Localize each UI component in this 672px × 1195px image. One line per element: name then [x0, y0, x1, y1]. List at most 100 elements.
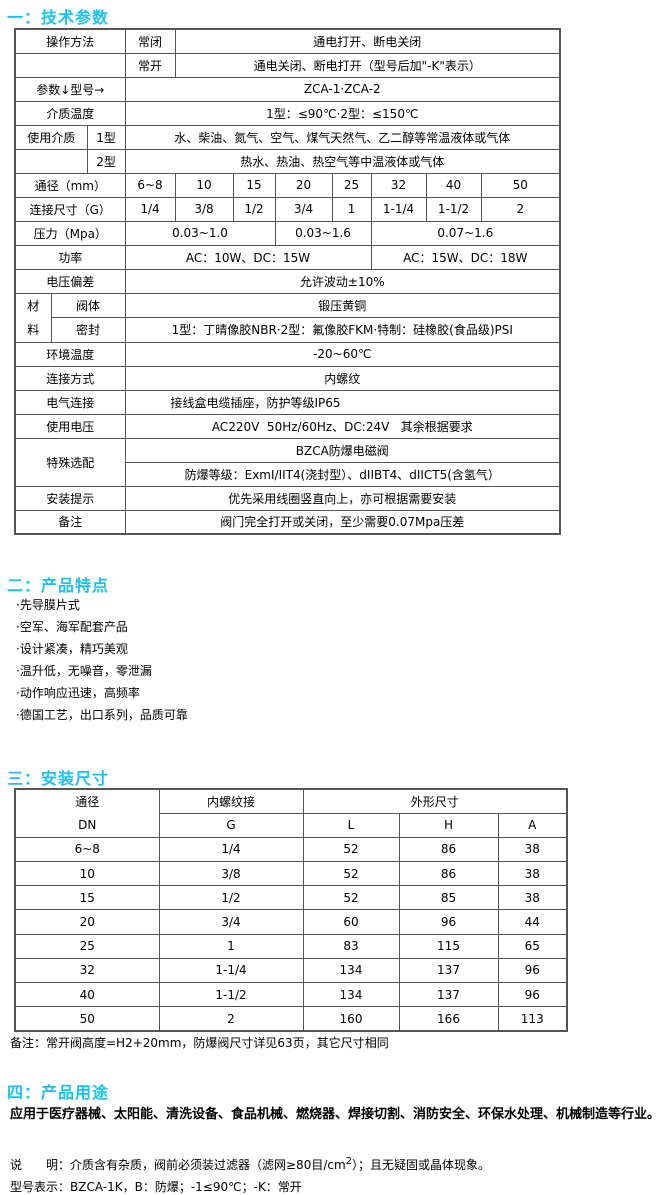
label-cell: 1型 [86, 124, 126, 150]
label-cell: 安装提示 [14, 485, 126, 511]
spec-table: 操作方法 常闭 通电打开、断电关闭 常开 通电关闭、断电打开（型号后加"-K"表示） … [14, 28, 562, 535]
feature-item: ·设计紧凑，精巧美观 [16, 642, 128, 656]
table-cell: 60 [302, 909, 400, 935]
table-cell: 38 [497, 861, 568, 887]
value-cell: 1-1/2 [425, 196, 482, 222]
label-cell: 操作方法 [14, 28, 126, 54]
table-cell: 15 [14, 885, 160, 911]
table-cell: 44 [497, 909, 568, 935]
value-cell: 1/2 [232, 196, 276, 222]
table-cell: 2 [158, 1006, 304, 1032]
table-cell: 20 [14, 909, 160, 935]
value-cell: AC：10W、DC：15W [124, 244, 372, 270]
value-cell: 3/4 [274, 196, 333, 222]
value-cell: 允许波动±10% [124, 268, 561, 294]
header-cell: DN [14, 813, 160, 838]
label-cell: 阀体 [50, 292, 126, 318]
table-row: 40 1-1/2 134 137 96 [14, 981, 568, 1008]
value-cell: 50 [480, 172, 561, 198]
value-cell: 阀门完全打开或关闭，至少需要0.07Mpa压差 [124, 509, 561, 535]
value-cell: 1/4 [124, 196, 176, 222]
empty-cell [14, 52, 126, 78]
description-part: 说 明：介质含有杂质，阀前必须装过滤器（滤网≥80目/cm [10, 1158, 346, 1172]
table-cell: 1-1/4 [158, 957, 304, 984]
label-cell: 常开 [124, 52, 176, 78]
table-cell: 1 [158, 933, 304, 959]
table-cell: 86 [398, 861, 499, 887]
feature-item: ·德国工艺，出口系列，品质可靠 [16, 708, 188, 722]
value-cell: 0.07~1.6 [370, 220, 561, 246]
feature-item: ·温升低，无噪音，零泄漏 [16, 664, 152, 678]
label-text: 料 [27, 322, 40, 337]
table-row: 6~8 1/4 52 86 38 [14, 836, 568, 863]
table-row: 10 3/8 52 86 38 [14, 861, 568, 887]
dimension-table: 通径 内螺纹接 外形尺寸 DN G L H A 6~8 1/4 52 86 38 10 3/8 52 86 3… [14, 788, 569, 1032]
table-cell: 83 [302, 933, 400, 959]
table-cell: 65 [497, 933, 568, 959]
value-cell: 1 [331, 196, 372, 222]
table-cell: 96 [398, 909, 499, 935]
table-cell: 96 [497, 957, 568, 984]
label-cell: 特殊选配 [14, 437, 126, 487]
value-cell: 接线盒电缆插座，防护等级IP65 [124, 389, 561, 415]
header-cell: G [158, 812, 304, 838]
section-title-specs: 一：技术参数 [7, 8, 110, 27]
table-cell: 86 [398, 836, 499, 863]
value-cell: 通电关闭、断电打开（型号后加"-K"表示） [174, 52, 561, 78]
table-row: 25 1 83 115 65 [14, 933, 568, 959]
table-cell: 3/8 [158, 861, 304, 887]
feature-item: ·动作响应迅速，高频率 [16, 686, 140, 700]
value-cell: 1型：丁晴像胶NBR·2型：氟像胶FKM·特制：硅橡胶(食品级)PSI [124, 317, 561, 343]
label-cell: 常闭 [124, 28, 176, 54]
label-cell: 环境温度 [14, 341, 126, 367]
table-row: 15 1/2 52 85 38 [14, 885, 568, 911]
value-cell: AC220V 50Hz/60Hz、DC:24V 其余根据要求 [124, 413, 561, 439]
table-cell: 115 [398, 933, 499, 959]
table-cell: 113 [497, 1006, 568, 1032]
label-cell: 密封 [50, 317, 126, 343]
table-cell: 25 [14, 933, 160, 959]
table-cell: 52 [302, 885, 400, 911]
value-cell: 10 [174, 172, 234, 198]
label-cell: 备注 [14, 509, 126, 535]
table-cell: 38 [497, 836, 568, 863]
value-cell: ZCA-1·ZCA-2 [124, 76, 561, 102]
label-cell: 2型 [86, 148, 126, 174]
applications-text: 应用于医疗器械、太阳能、清洗设备、食品机械、燃烧器、焊接切割、消防安全、环保水处… [10, 1107, 661, 1122]
table-cell: 160 [302, 1006, 400, 1032]
feature-item: ·先导膜片式 [16, 598, 80, 612]
feature-item: ·空军、海军配套产品 [16, 620, 128, 634]
table-row: 32 1-1/4 134 137 96 [14, 957, 568, 984]
value-cell: 3/8 [174, 196, 234, 222]
table-cell: 38 [497, 885, 568, 911]
value-cell: 优先采用线圈竖直向上，亦可根据需要安装 [124, 485, 561, 511]
label-cell: 介质温度 [14, 100, 126, 126]
value-cell: 32 [370, 172, 427, 198]
value-cell: 15 [232, 172, 276, 198]
table-cell: 166 [398, 1006, 499, 1032]
table-cell: 137 [398, 981, 499, 1008]
value-cell: 热水、热油、热空气等中温液体或气体 [124, 148, 561, 174]
header-cell: 通径 [14, 788, 160, 814]
superscript: 2 [345, 1156, 353, 1167]
table-row: 50 2 160 166 113 [14, 1006, 568, 1032]
table-cell: 1-1/2 [158, 981, 304, 1008]
value-cell: 1-1/4 [370, 196, 427, 222]
table-cell: 137 [398, 957, 499, 984]
value-cell: 1型：≤90℃·2型：≤150℃ [124, 100, 561, 126]
header-cell: 内螺纹接 [158, 788, 304, 814]
label-cell: 使用电压 [14, 413, 126, 439]
table-cell: 50 [14, 1006, 160, 1032]
table-cell: 134 [302, 981, 400, 1008]
material-label: 材料 [14, 292, 52, 343]
section-title-features: 二：产品特点 [7, 576, 110, 595]
value-cell: 40 [425, 172, 482, 198]
table-cell: 1/4 [158, 836, 304, 863]
label-cell: 压力（Mpa） [14, 220, 126, 246]
value-cell: 通电打开、断电关闭 [174, 28, 561, 54]
label-cell: 通径（mm） [14, 172, 126, 198]
header-cell: 外形尺寸 [302, 788, 568, 814]
table-cell: 96 [497, 981, 568, 1008]
value-cell: 锻压黄铜 [124, 292, 561, 318]
table-cell: 40 [14, 981, 160, 1008]
